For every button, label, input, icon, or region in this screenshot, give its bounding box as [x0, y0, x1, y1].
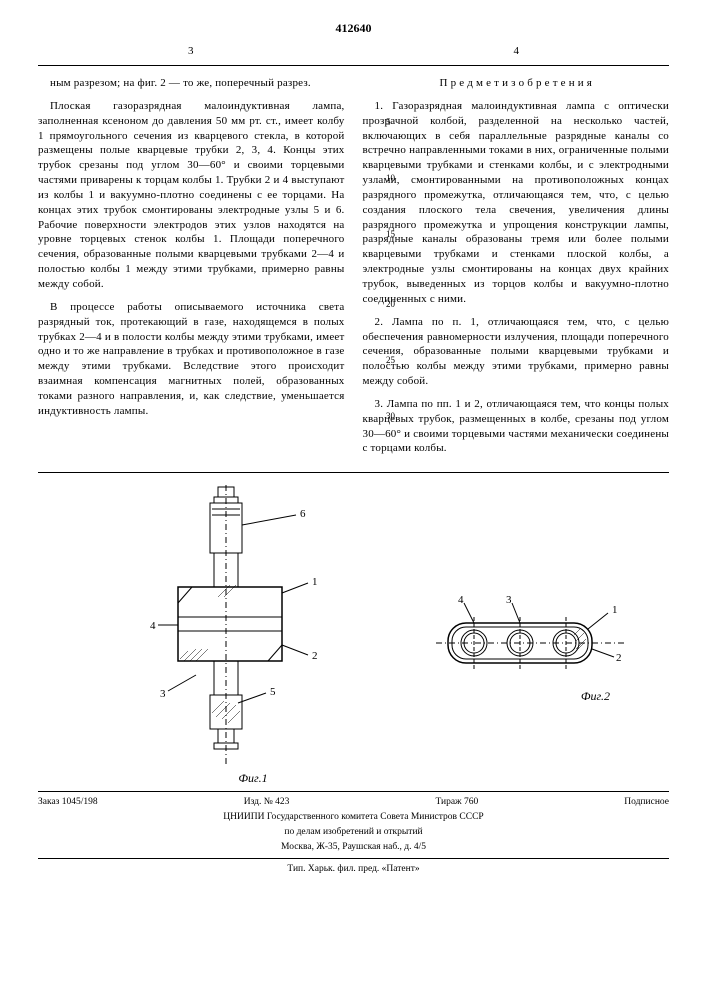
patent-page: 412640 3 4 5 10 15 20 25 30 ным разрезом… [0, 0, 707, 1000]
callout: 2 [312, 650, 318, 662]
line-marker: 15 [386, 228, 395, 240]
callout: 3 [160, 688, 166, 700]
imprint-footer: Заказ 1045/198 Изд. № 423 Тираж 760 Подп… [38, 791, 669, 875]
callout: 1 [612, 604, 618, 616]
page-no-right: 4 [514, 44, 520, 59]
callout: 3 [506, 594, 512, 606]
claim: 1. Газоразрядная малоиндуктивная лампа с… [363, 99, 670, 307]
left-column: ным разрезом; на фиг. 2 — то же, попереч… [38, 76, 345, 464]
para: Плоская газоразрядная малоиндуктивная ла… [38, 99, 345, 292]
edition-no: Изд. № 423 [244, 796, 290, 809]
claim: 2. Лампа по п. 1, отличающаяся тем, что,… [363, 315, 670, 389]
fig2-svg: 4 3 1 2 [428, 593, 628, 683]
claim: 3. Лампа по пп. 1 и 2, отличающаяся тем,… [363, 397, 670, 456]
line-marker: 5 [386, 116, 391, 128]
fig2-label: Фиг.2 [428, 688, 610, 704]
callout: 4 [458, 594, 464, 606]
callout: 4 [150, 620, 156, 632]
publisher-org: ЦНИИПИ Государственного комитета Совета … [38, 811, 669, 824]
top-rule [38, 65, 669, 66]
claims-title: П р е д м е т и з о б р е т е н и я [363, 76, 670, 91]
figure-1: 1 2 3 4 5 6 Фиг.1 [148, 485, 328, 786]
publisher-addr: Москва, Ж-35, Раушская наб., д. 4/5 [38, 841, 669, 854]
figure-2: 4 3 1 2 Фиг.2 [428, 593, 628, 704]
right-column: П р е д м е т и з о б р е т е н и я 1. Г… [363, 76, 670, 464]
patent-number: 412640 [38, 20, 669, 36]
fig1-svg: 1 2 3 4 5 6 [148, 485, 328, 765]
para: В процессе работы описываемого источника… [38, 300, 345, 419]
line-marker: 20 [386, 298, 395, 310]
line-marker: 30 [386, 410, 395, 422]
para: ным разрезом; на фиг. 2 — то же, попереч… [38, 76, 345, 91]
order-no: Заказ 1045/198 [38, 796, 98, 809]
typography: Тип. Харьк. фил. пред. «Патент» [38, 863, 669, 876]
page-numbers: 3 4 [38, 44, 669, 59]
text-columns: ным разрезом; на фиг. 2 — то же, попереч… [38, 76, 669, 464]
subscription: Подписное [624, 796, 669, 809]
callout: 1 [312, 576, 318, 588]
line-marker: 10 [386, 172, 395, 184]
fig1-label: Фиг.1 [178, 770, 328, 786]
print-run: Тираж 760 [435, 796, 478, 809]
callout: 5 [270, 686, 276, 698]
page-no-left: 3 [188, 44, 194, 59]
callout: 2 [616, 652, 622, 664]
publisher-org2: по делам изобретений и открытий [38, 826, 669, 839]
line-marker: 25 [386, 354, 395, 366]
callout: 6 [300, 508, 306, 520]
figures-area: 1 2 3 4 5 6 Фиг.1 [38, 472, 669, 785]
